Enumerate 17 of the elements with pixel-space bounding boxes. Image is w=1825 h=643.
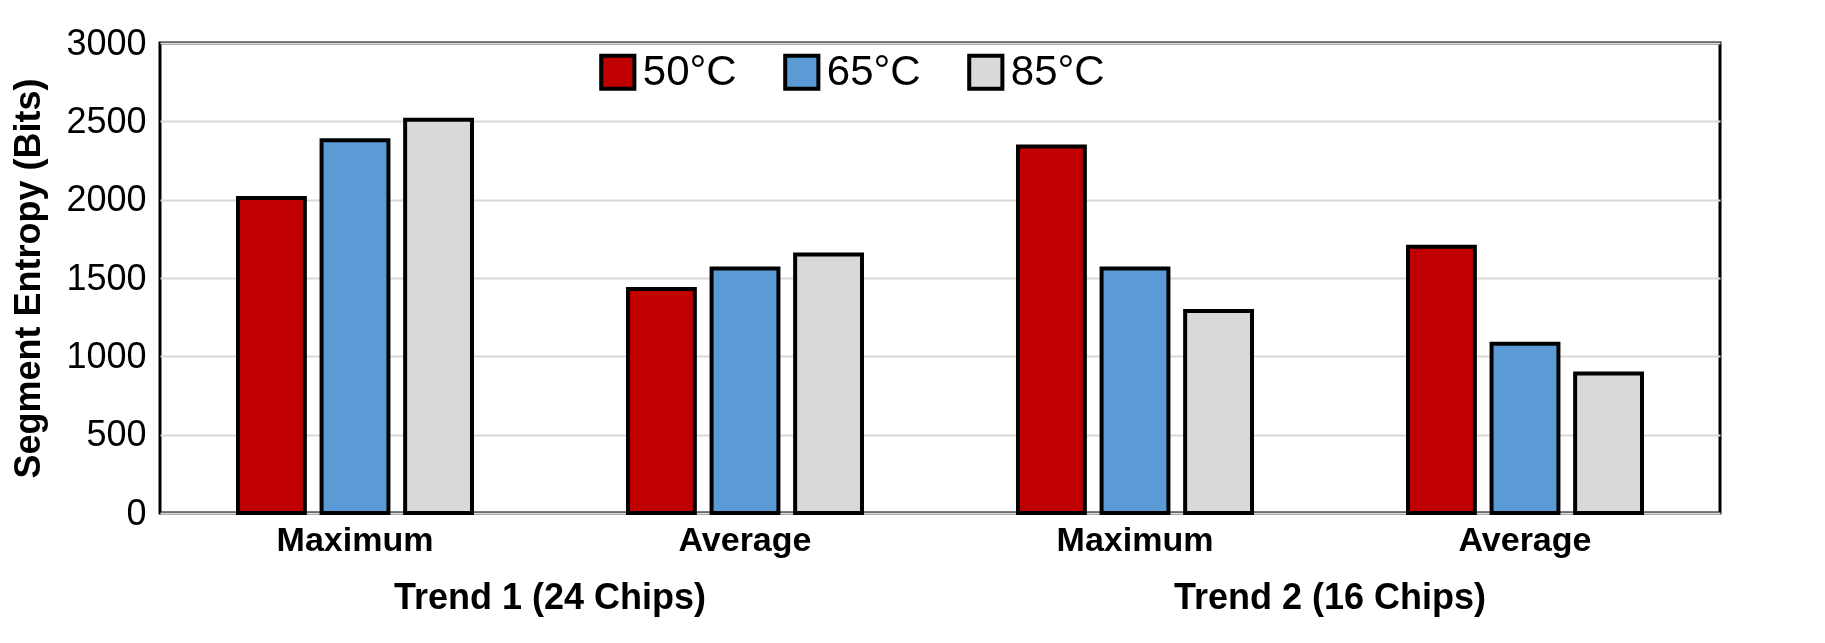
y-tick-label: 2000 xyxy=(66,178,147,220)
x-tick-label: Average xyxy=(1458,519,1592,558)
y-tick-label: 2500 xyxy=(66,99,147,141)
y-tick-label: 1000 xyxy=(66,334,147,376)
text: Trend 1 (24 Chips) xyxy=(393,576,707,617)
x-tick-label: Maximum xyxy=(1056,519,1214,558)
legend-label: 65°C xyxy=(826,47,921,95)
y-tick-label: 500 xyxy=(86,413,147,455)
legend-label: 50°C xyxy=(642,47,737,95)
y-tick-label: 3000 xyxy=(66,21,147,63)
y-tick-label: 1500 xyxy=(66,256,147,298)
x-tick-label: Average xyxy=(678,519,812,558)
x-tick-label: Maximum xyxy=(276,519,434,558)
text: Trend 2 (16 Chips) xyxy=(1173,576,1487,617)
legend-label: 85°C xyxy=(1010,47,1105,95)
y-axis-title: Segment Entropy (Bits) xyxy=(7,78,49,479)
y-tick-label: 0 xyxy=(126,491,147,533)
